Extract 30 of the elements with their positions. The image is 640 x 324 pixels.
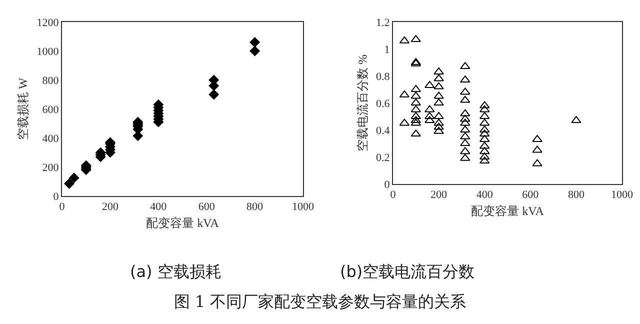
x-tick-label: 600 (198, 201, 216, 214)
x-axis-title: 配变容量 kVA (471, 204, 544, 218)
y-tick-label: 1200 (36, 16, 60, 29)
y-axis-title: 空载电流百分数 % (355, 54, 370, 152)
x-tick-label: 200 (430, 189, 448, 202)
x-axis-title: 配变容量 kVA (146, 216, 220, 230)
y-tick-label: 400 (42, 132, 60, 145)
y-tick-label: 0.6 (376, 98, 390, 110)
x-tick-label: 1000 (292, 201, 314, 214)
y-axis-title: 空载损耗 W (16, 77, 30, 140)
y-tick-label: 0.2 (376, 152, 390, 164)
x-tick-label: 1000 (611, 189, 634, 202)
x-tick-label: 600 (522, 189, 540, 202)
y-tick-label: 1000 (36, 46, 60, 58)
text: (a) 空载损耗 (130, 262, 222, 283)
y-tick-label: 600 (42, 104, 60, 116)
caption: 图 1 不同厂家配变空载参数与容量的关系 (172, 292, 468, 313)
y-tick-label: 0.8 (376, 70, 390, 83)
y-tick-label: 1.2 (376, 16, 390, 29)
x-tick-label: 400 (476, 189, 494, 202)
y-tick-label: 0 (384, 178, 390, 191)
y-tick-label: 800 (42, 74, 60, 87)
x-tick-label: 800 (246, 201, 264, 214)
y-tick-label: 200 (42, 162, 60, 174)
y-tick-label: 0.4 (376, 124, 390, 137)
text: (b)空载电流百分数 (340, 262, 475, 283)
x-tick-label: 200 (102, 201, 119, 214)
x-tick-label: 800 (568, 189, 585, 202)
y-tick-label: 1 (384, 44, 390, 56)
x-tick-label: 400 (150, 201, 168, 214)
